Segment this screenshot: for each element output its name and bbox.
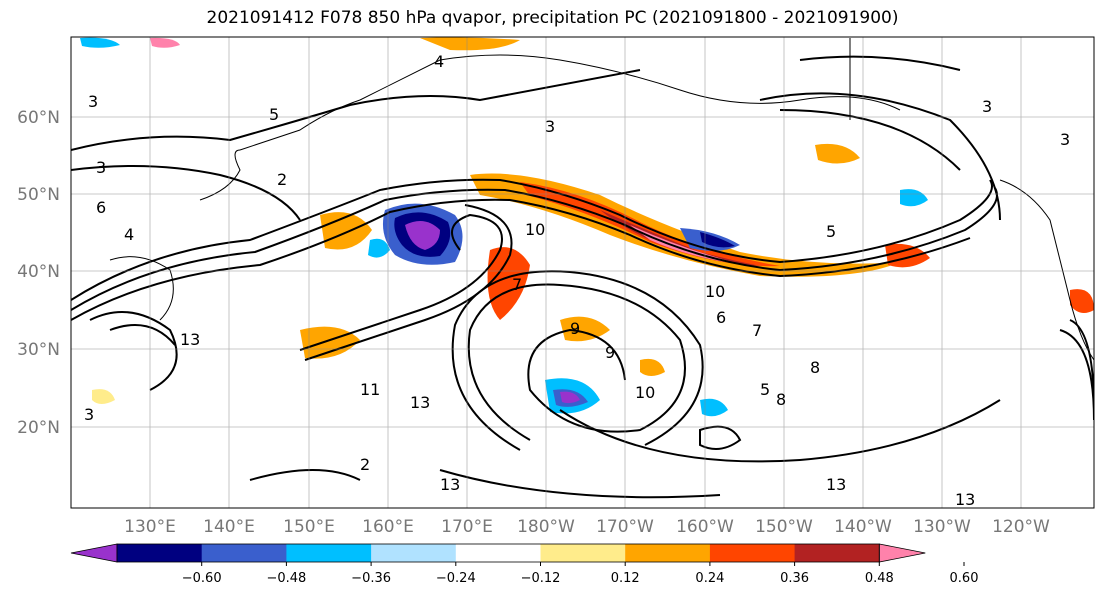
lat-label: 50°N	[17, 185, 60, 205]
contour-label: 13	[826, 475, 846, 494]
contour-label: 8	[810, 358, 820, 377]
colorbar-tick-label: 0.36	[780, 571, 809, 586]
contour-label: 3	[84, 405, 94, 424]
contour-label: 5	[826, 222, 836, 241]
coastlines	[109, 38, 1094, 361]
colorbar-segment	[540, 544, 626, 562]
lat-label: 20°N	[17, 418, 60, 438]
contour-label: 10	[525, 220, 545, 239]
contour-label: 11	[360, 380, 380, 399]
contour-label: 6	[96, 198, 106, 217]
map-title: 2021091412 F078 850 hPa qvapor, precipit…	[206, 8, 899, 28]
colorbar-tick-label: −0.48	[266, 571, 306, 586]
lon-label: 160°E	[362, 517, 414, 537]
colorbar-tick-label: 0.48	[865, 571, 894, 586]
contour-label: 3	[545, 117, 555, 136]
contour-labels: 4 3 5 3 3 2 3 5 6 4 10 10 7 6 7 8 8 9 9 …	[84, 52, 1070, 509]
colorbar-outline	[116, 543, 880, 563]
contour-label: 3	[96, 158, 106, 177]
contour-label: 13	[180, 330, 200, 349]
colorbar-segment	[371, 544, 457, 562]
contour-label: 10	[705, 282, 725, 301]
colorbar-segment	[286, 544, 372, 562]
colorbar-tick-label: −0.60	[182, 571, 222, 586]
lon-labels: 130°E 140°E 150°E 160°E 170°E 180°W 170°…	[124, 517, 1050, 537]
qvapor-contours	[71, 55, 1094, 499]
colorbar-segment	[201, 544, 287, 562]
contour-label: 5	[760, 380, 770, 399]
contour-label: 5	[269, 105, 279, 124]
colorbar-tick-label: −0.36	[351, 571, 391, 586]
contour-label: 4	[434, 52, 444, 71]
colorbar-extend-max	[878, 543, 926, 563]
lat-label: 30°N	[17, 340, 60, 360]
lon-label: 170°W	[596, 517, 654, 537]
contour-label: 9	[570, 319, 580, 338]
contour-label: 9	[605, 343, 615, 362]
contour-label: 8	[776, 390, 786, 409]
contour-label: 6	[716, 308, 726, 327]
colorbar-segment	[117, 544, 203, 562]
lon-label: 170°E	[441, 517, 493, 537]
colorbar-tick-label: −0.12	[521, 571, 561, 586]
lon-label: 180°W	[517, 517, 575, 537]
lon-label: 150°W	[755, 517, 813, 537]
lon-label: 130°E	[124, 517, 176, 537]
lat-label: 40°N	[17, 262, 60, 282]
contour-label: 10	[635, 383, 655, 402]
lon-label: 140°E	[203, 517, 255, 537]
contour-label: 2	[277, 170, 287, 189]
contour-label: 3	[1060, 130, 1070, 149]
lon-label: 140°W	[834, 517, 892, 537]
contour-label: 7	[752, 321, 762, 340]
contour-label: 4	[124, 225, 134, 244]
colorbar-segment	[794, 544, 880, 562]
lon-label: 130°W	[913, 517, 971, 537]
colorbar-segment	[455, 544, 541, 562]
colorbar-segment	[709, 544, 796, 562]
lon-label: 160°W	[676, 517, 734, 537]
colorbar-tick-label: 0.60	[950, 571, 979, 586]
lon-label: 150°E	[283, 517, 335, 537]
lat-label: 60°N	[17, 108, 60, 128]
colorbar-tick-label: 0.24	[695, 571, 724, 586]
lon-label: 120°W	[992, 517, 1050, 537]
contour-label: 13	[410, 393, 430, 412]
contour-label: 3	[982, 97, 992, 116]
contour-label: 7	[512, 275, 522, 294]
contour-label: 2	[360, 455, 370, 474]
contour-label: 13	[440, 475, 460, 494]
colorbar-tick-label: −0.24	[436, 571, 476, 586]
gridlines	[71, 37, 1094, 508]
colorbar: −0.60 −0.48 −0.36 −0.24 −0.12 0.12 0.24 0.36 0.4…	[70, 543, 979, 586]
colorbar-segment	[625, 544, 711, 562]
colorbar-tick-label: 0.12	[611, 571, 640, 586]
lat-labels: 60°N 50°N 40°N 30°N 20°N	[17, 108, 60, 438]
map-panel: 4 3 5 3 3 2 3 5 6 4 10 10 7 6 7 8 8 9 9 …	[70, 36, 1095, 509]
contour-label: 13	[955, 490, 975, 509]
colorbar-extend-min	[70, 543, 118, 563]
contour-label: 3	[88, 92, 98, 111]
